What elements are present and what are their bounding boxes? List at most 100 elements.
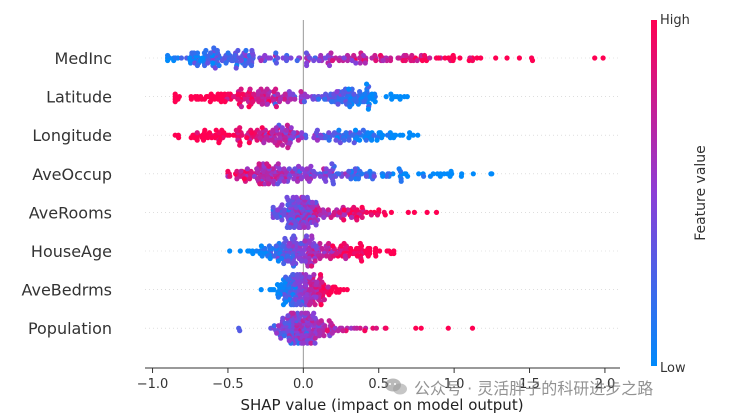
shap-point (317, 173, 323, 179)
shap-point (291, 130, 297, 136)
shap-point (380, 57, 386, 64)
shap-point (383, 325, 389, 331)
shap-point (267, 287, 273, 293)
shap-point (403, 52, 409, 59)
shap-point (373, 253, 379, 259)
shap-point (312, 340, 318, 346)
x-ticks: −1.0 −0.5 0.0 0.5 1.0 1.5 2.0 (137, 368, 615, 392)
shap-point (303, 233, 310, 239)
shap-point (382, 212, 388, 218)
shap-point (292, 166, 298, 172)
shap-point (278, 282, 285, 288)
shap-point (314, 137, 320, 143)
shap-point (332, 284, 338, 290)
shap-point (264, 86, 270, 92)
shap-point (457, 55, 463, 61)
shap-point (216, 62, 222, 69)
shap-point (273, 243, 279, 249)
data-points (165, 45, 606, 346)
shap-point (273, 86, 279, 92)
shap-point (341, 287, 347, 293)
shap-point (286, 166, 292, 172)
shap-point (298, 240, 304, 247)
shap-point (280, 243, 286, 249)
shap-point (165, 52, 171, 59)
shap-point (322, 55, 329, 61)
shap-point (318, 52, 324, 59)
shap-point (450, 52, 456, 59)
shap-point (357, 89, 363, 95)
shap-point (172, 99, 178, 105)
shap-point (312, 335, 318, 341)
shap-point (458, 173, 464, 179)
shap-point (363, 173, 369, 179)
shap-point (359, 258, 365, 264)
feature-label: Longitude (32, 126, 112, 145)
shap-point (326, 130, 332, 136)
shap-point (356, 130, 362, 136)
shap-point (285, 258, 291, 264)
shap-point (275, 161, 281, 167)
shap-point (312, 258, 318, 264)
shap-point (247, 176, 253, 182)
shap-point (275, 323, 282, 329)
shap-point (427, 55, 433, 61)
shap-point (391, 250, 397, 257)
shap-point (384, 57, 390, 64)
shap-point (312, 302, 318, 308)
shap-point (291, 176, 297, 182)
shap-point (448, 168, 454, 174)
shap-point (355, 245, 361, 252)
shap-point (315, 96, 322, 102)
shap-point (221, 130, 227, 136)
shap-point (346, 137, 352, 143)
shap-point (246, 140, 252, 146)
shap-point (326, 318, 332, 324)
shap-point (307, 302, 313, 308)
shap-point (188, 135, 194, 141)
shap-point (281, 212, 287, 218)
shap-point (195, 96, 202, 102)
shap-point (261, 140, 267, 146)
shap-point (229, 57, 235, 64)
feature-labels: MedInc Latitude Longitude AveOccup AveRooms H… (21, 49, 112, 338)
shap-point (264, 101, 270, 107)
shap-point (372, 99, 378, 105)
shap-point (317, 272, 324, 278)
shap-point (172, 132, 178, 138)
shap-point (329, 57, 336, 64)
shap-point (516, 55, 523, 61)
shap-point (270, 204, 276, 210)
shap-point (290, 272, 296, 278)
shap-point (410, 132, 416, 138)
shap-point (312, 315, 318, 321)
shap-point (237, 142, 243, 148)
shap-point (330, 181, 336, 187)
shap-point (225, 91, 231, 97)
shap-point (310, 96, 316, 102)
shap-point (364, 209, 370, 215)
shap-point (300, 194, 306, 200)
shap-point (390, 171, 396, 177)
shap-point (199, 135, 205, 141)
shap-point (275, 294, 281, 300)
shap-point (300, 340, 307, 346)
shap-point (302, 310, 308, 316)
shap-point (266, 243, 272, 249)
shap-point (286, 240, 293, 247)
shap-point (308, 340, 314, 346)
shap-point (322, 96, 328, 102)
shap-point (281, 260, 287, 267)
shap-point (289, 235, 295, 242)
shap-point (274, 282, 281, 288)
shap-point (314, 127, 320, 133)
shap-point (240, 91, 246, 97)
shap-point (323, 178, 329, 184)
shap-point (309, 199, 315, 205)
shap-point (279, 255, 285, 262)
shap-point (409, 52, 415, 59)
wechat-icon (385, 378, 407, 395)
shap-point (238, 168, 244, 174)
shap-point (270, 127, 276, 133)
shap-point (367, 245, 373, 252)
